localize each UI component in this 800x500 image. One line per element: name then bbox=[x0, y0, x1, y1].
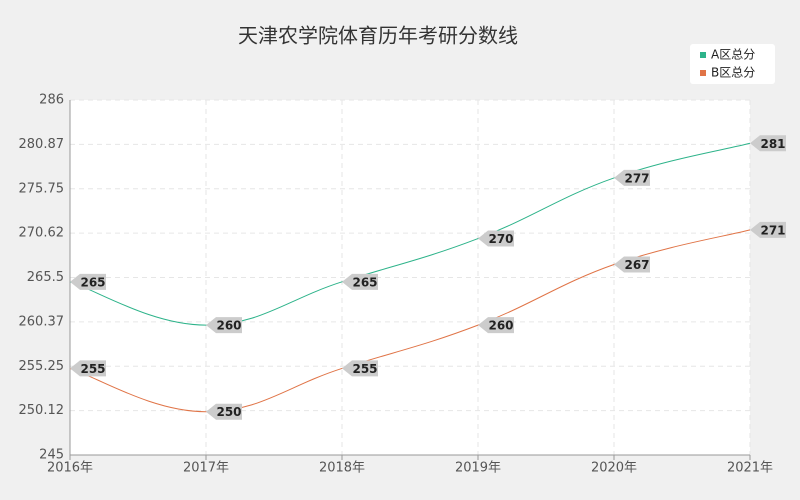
x-tick-label: 2018年 bbox=[319, 461, 365, 476]
y-tick-label: 275.75 bbox=[19, 181, 65, 196]
y-tick-label: 270.62 bbox=[19, 226, 65, 241]
value-label: 250 bbox=[216, 405, 241, 419]
value-label-bg bbox=[478, 230, 514, 247]
value-label-bg bbox=[750, 135, 786, 152]
x-tick-label: 2021年 bbox=[727, 461, 773, 476]
x-tick-label: 2020年 bbox=[591, 461, 637, 476]
legend: A区总分 B区总分 bbox=[690, 44, 775, 84]
y-tick-label: 250.12 bbox=[19, 403, 65, 418]
y-tick-label: 245 bbox=[39, 448, 64, 463]
value-label: 281 bbox=[760, 137, 785, 151]
y-tick-label: 280.87 bbox=[19, 137, 65, 152]
y-tick-label: 255.25 bbox=[19, 359, 65, 374]
value-label: 255 bbox=[352, 362, 377, 376]
x-tick-label: 2016年 bbox=[47, 461, 93, 476]
legend-label: B区总分 bbox=[711, 66, 755, 80]
value-label-bg bbox=[342, 360, 378, 377]
value-label-bg bbox=[70, 360, 106, 377]
value-label-bg bbox=[206, 317, 242, 334]
value-label: 265 bbox=[80, 275, 105, 289]
value-label: 270 bbox=[488, 232, 513, 246]
x-tick-label: 2017年 bbox=[183, 461, 229, 476]
chart-title: 天津农学院体育历年考研分数线 bbox=[238, 24, 518, 48]
value-label: 260 bbox=[488, 319, 513, 333]
value-label-bg bbox=[614, 169, 650, 186]
value-label: 265 bbox=[352, 275, 377, 289]
value-label-bg bbox=[750, 221, 786, 238]
legend-swatch bbox=[700, 70, 706, 76]
y-tick-label: 260.37 bbox=[19, 314, 65, 329]
value-label-bg bbox=[614, 256, 650, 273]
value-label-bg bbox=[478, 317, 514, 334]
value-label-bg bbox=[70, 273, 106, 290]
x-tick-label: 2019年 bbox=[455, 461, 501, 476]
legend-label: A区总分 bbox=[711, 48, 755, 62]
y-tick-label: 265.5 bbox=[27, 270, 64, 285]
plot-area bbox=[70, 100, 750, 455]
value-label: 267 bbox=[624, 258, 649, 272]
legend-swatch bbox=[700, 52, 706, 58]
legend-box bbox=[690, 44, 775, 84]
value-label: 260 bbox=[216, 319, 241, 333]
value-label-bg bbox=[342, 273, 378, 290]
y-tick-label: 286 bbox=[39, 93, 64, 108]
value-label: 271 bbox=[760, 223, 785, 237]
value-label: 277 bbox=[624, 171, 649, 185]
value-label: 255 bbox=[80, 362, 105, 376]
value-label-bg bbox=[206, 403, 242, 420]
